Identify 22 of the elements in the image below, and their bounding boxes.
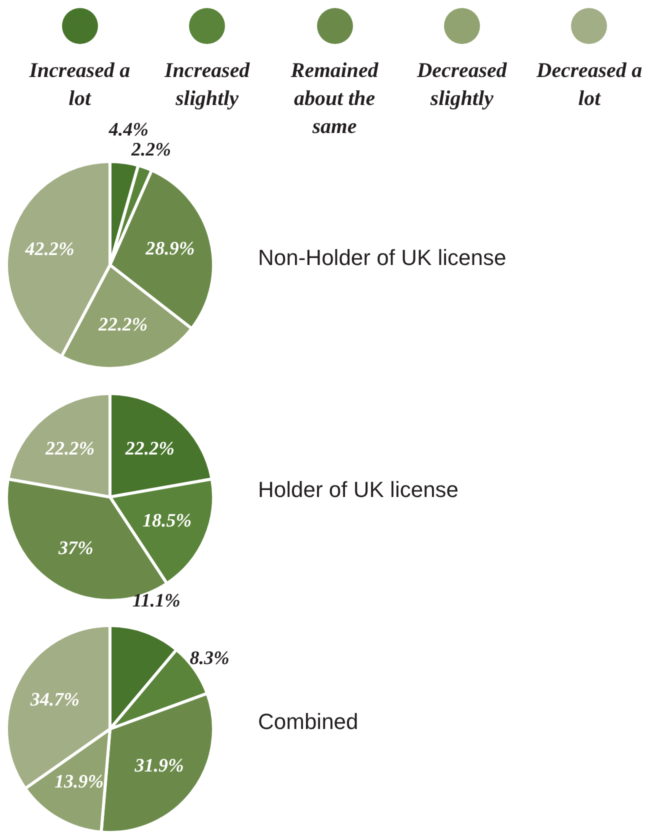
- legend-label: Remained about the same: [290, 57, 380, 140]
- data-label: 22.2%: [124, 438, 174, 460]
- data-label: 13.9%: [54, 772, 104, 793]
- data-label: 34.7%: [29, 689, 80, 710]
- data-label: 42.2%: [24, 238, 74, 260]
- legend-label: Increased slightly: [163, 57, 251, 112]
- data-label: 4.4%: [108, 120, 148, 141]
- data-label: 2.2%: [130, 140, 171, 161]
- data-label: 28.9%: [144, 238, 195, 260]
- legend-label: Decreased slightly: [416, 57, 508, 112]
- data-label: 8.3%: [190, 648, 230, 670]
- data-label: 18.5%: [142, 510, 192, 532]
- text: Holder of UK license: [258, 477, 459, 503]
- data-label: 31.9%: [134, 756, 184, 777]
- legend-label: Increased a lot: [28, 57, 132, 112]
- data-label: 11.1%: [132, 590, 180, 612]
- text: Non-Holder of UK license: [258, 245, 506, 271]
- legend-label: Decreased a lot: [535, 57, 644, 112]
- data-label: 22.2%: [44, 438, 95, 460]
- text: Combined: [258, 709, 358, 735]
- data-label: 22.2%: [97, 314, 148, 336]
- data-label: 37%: [57, 538, 94, 559]
